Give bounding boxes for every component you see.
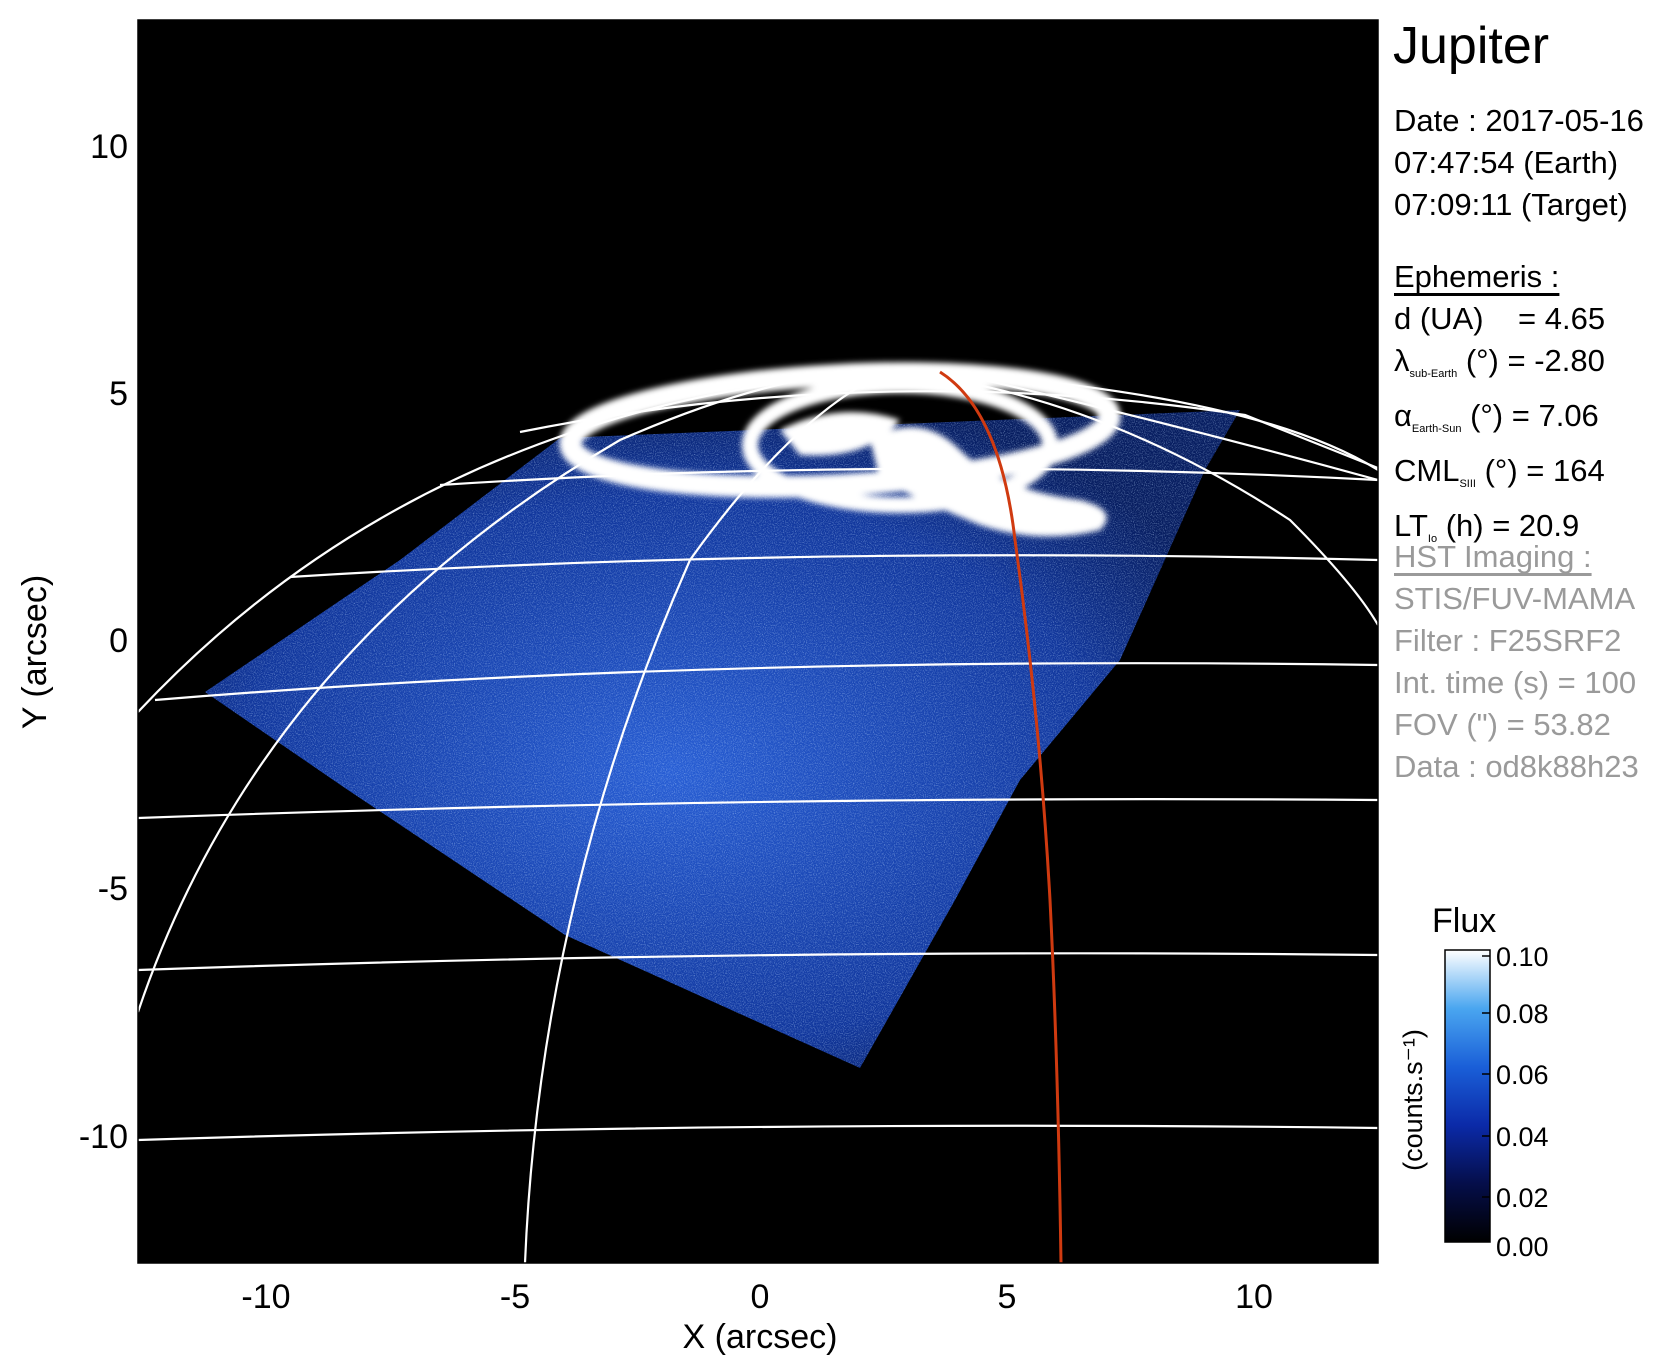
y-axis: 10 5 0 -5 -10 Y (arcsec) xyxy=(16,128,128,1156)
hst-instrument: STIS/FUV-MAMA xyxy=(1394,581,1636,616)
x-tick-label: 10 xyxy=(1235,1278,1273,1316)
y-tick-label: 0 xyxy=(109,622,128,660)
ephemeris-alpha: αEarth-Sun (°) = 7.06 xyxy=(1394,395,1605,450)
image-frame xyxy=(137,19,1379,1264)
ephemeris-distance: d (UA) = 4.65 xyxy=(1394,298,1605,340)
hst-block: HST Imaging : STIS/FUV-MAMA Filter : F25… xyxy=(1394,536,1639,788)
date-block: Date : 2017-05-16 07:47:54 (Earth) 07:09… xyxy=(1394,100,1644,226)
lt-subscript: Io xyxy=(1427,533,1438,545)
colorbar-tick-label: 0.10 xyxy=(1496,942,1549,972)
alpha-subscript: Earth-Sun xyxy=(1411,423,1462,435)
alpha-unit: (°) xyxy=(1470,398,1504,433)
lt-unit: (h) xyxy=(1445,508,1484,543)
ephemeris-lt: LTIo (h) = 20.9 xyxy=(1394,505,1605,560)
hst-fov: FOV (") = 53.82 xyxy=(1394,707,1611,742)
colorbar xyxy=(1444,949,1491,1243)
cml-subscript: SIII xyxy=(1459,478,1476,490)
x-axis-label: X (arcsec) xyxy=(683,1318,838,1356)
ephemeris-cml: CMLSIII (°) = 164 xyxy=(1394,450,1605,505)
cml-symbol: CML xyxy=(1394,453,1460,488)
colorbar-ticks xyxy=(1482,955,1490,1198)
lambda-value: = -2.80 xyxy=(1507,343,1605,378)
ephemeris-header: Ephemeris : xyxy=(1394,259,1560,294)
distance-value: = 4.65 xyxy=(1518,301,1606,336)
alpha-value: = 7.06 xyxy=(1511,398,1599,433)
disk-emission-noise xyxy=(205,410,1240,1068)
hst-int-time: Int. time (s) = 100 xyxy=(1394,665,1637,700)
date-line: Date : 2017-05-16 xyxy=(1394,103,1644,138)
x-tick-label: 0 xyxy=(751,1278,770,1316)
colorbar-tick-label: 0.04 xyxy=(1496,1122,1549,1152)
colorbar-title: Flux xyxy=(1432,902,1496,940)
cml-unit: (°) xyxy=(1484,453,1518,488)
lt-symbol: LT xyxy=(1394,508,1428,543)
y-tick-label: -5 xyxy=(98,870,128,908)
colorbar-tick-label: 0.00 xyxy=(1496,1232,1549,1262)
x-tick-label: -10 xyxy=(241,1278,290,1316)
lambda-subscript: sub-Earth xyxy=(1409,368,1458,380)
y-axis-label: Y (arcsec) xyxy=(16,575,54,729)
x-tick-label: 5 xyxy=(998,1278,1017,1316)
hst-header: HST Imaging : xyxy=(1394,539,1592,574)
y-tick-label: 5 xyxy=(109,375,128,413)
alpha-symbol: α xyxy=(1394,398,1412,433)
x-axis: -10 -5 0 5 10 X (arcsec) xyxy=(241,1278,1272,1356)
colorbar-unit: (counts.s⁻¹) xyxy=(1398,1029,1428,1171)
distance-label: d (UA) xyxy=(1394,301,1484,336)
planet-title: Jupiter xyxy=(1393,17,1550,75)
target-time-line: 07:09:11 (Target) xyxy=(1394,187,1628,222)
ephemeris-block: Ephemeris : d (UA) = 4.65 λsub-Earth (°)… xyxy=(1394,256,1605,560)
reference-meridian xyxy=(939,370,1063,1263)
lambda-unit: (°) xyxy=(1465,343,1499,378)
x-tick-label: -5 xyxy=(500,1278,530,1316)
hst-filter: Filter : F25SRF2 xyxy=(1394,623,1622,658)
y-tick-label: 10 xyxy=(90,128,128,166)
lambda-symbol: λ xyxy=(1394,343,1410,378)
colorbar-tick-label: 0.02 xyxy=(1496,1183,1549,1213)
ephemeris-lambda: λsub-Earth (°) = -2.80 xyxy=(1394,340,1605,395)
lat-lon-grid xyxy=(138,368,1378,1263)
cml-value: = 164 xyxy=(1526,453,1605,488)
colorbar-tick-label: 0.06 xyxy=(1496,1060,1549,1090)
y-tick-label: -10 xyxy=(79,1118,128,1156)
colorbar-tick-label: 0.08 xyxy=(1496,999,1549,1029)
hst-data-id: Data : od8k88h23 xyxy=(1394,749,1639,784)
lt-value: = 20.9 xyxy=(1492,508,1580,543)
earth-time-line: 07:47:54 (Earth) xyxy=(1394,145,1619,180)
